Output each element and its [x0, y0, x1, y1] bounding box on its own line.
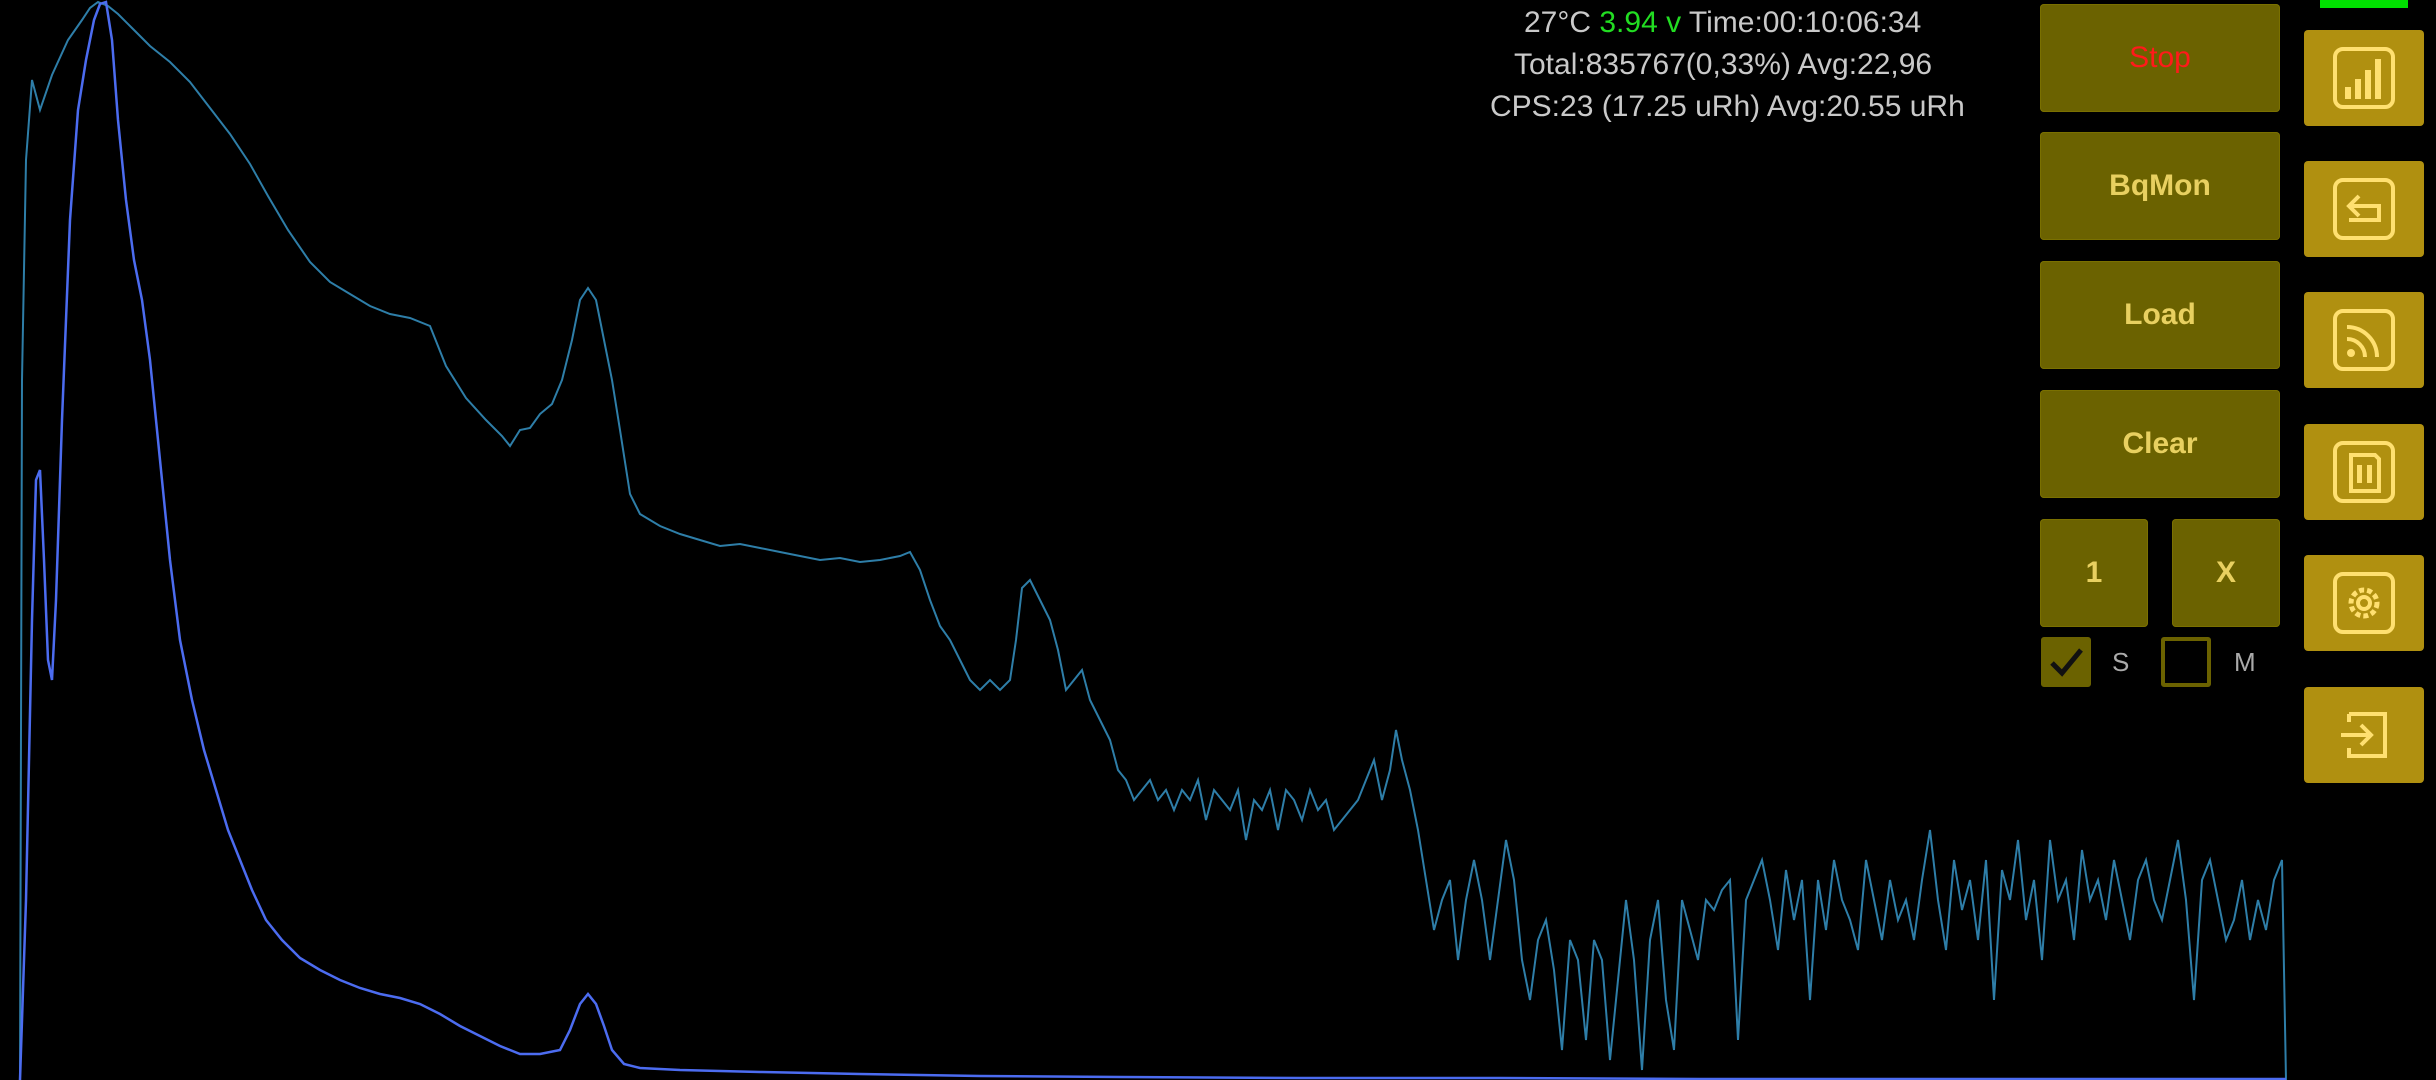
- signal-bars-icon: [2333, 47, 2395, 109]
- broadcast-button[interactable]: [2304, 292, 2424, 388]
- checkmark-icon: [2050, 648, 2083, 677]
- sd-card-button[interactable]: [2304, 424, 2424, 520]
- broadcast-icon: [2333, 309, 2395, 371]
- spectrum-plot[interactable]: [0, 0, 2290, 1080]
- settings-button[interactable]: [2304, 555, 2424, 651]
- stop-button[interactable]: Stop: [2040, 4, 2280, 112]
- voltage-readout: 3.94 v: [1599, 6, 1682, 39]
- sd-card-icon: [2333, 441, 2395, 503]
- back-button[interactable]: [2304, 161, 2424, 257]
- scale-one-button[interactable]: 1: [2040, 519, 2148, 627]
- login-icon: [2341, 712, 2387, 758]
- spectrum-log-line: [19, 0, 2287, 1080]
- cps-readout: CPS:23 (17.25 uRh) Avg:20.55 uRh: [1490, 90, 1965, 123]
- bqmon-button[interactable]: BqMon: [2040, 132, 2280, 240]
- m-checkbox[interactable]: [2161, 637, 2211, 687]
- m-checkbox-label: M: [2234, 647, 2256, 677]
- load-button[interactable]: Load: [2040, 261, 2280, 369]
- clear-button[interactable]: Clear: [2040, 390, 2280, 498]
- status-line-temperature-time: 27°C 3.94 v Time:00:10:06:34: [1524, 6, 1921, 40]
- gear-icon: [2333, 572, 2395, 634]
- s-checkbox-label: S: [2112, 647, 2130, 677]
- s-checkbox[interactable]: [2041, 637, 2091, 687]
- scale-x-button[interactable]: X: [2172, 519, 2280, 627]
- signal-button[interactable]: [2304, 30, 2424, 126]
- spectrum-linear-line: [18, 0, 2286, 1080]
- battery-indicator: [2320, 0, 2408, 8]
- back-arrow-icon: [2333, 178, 2395, 240]
- total-readout: Total:835767(0,33%) Avg:22,96: [1514, 48, 1933, 81]
- time-readout: Time:00:10:06:34: [1688, 6, 1922, 39]
- temperature-readout: 27°C: [1524, 6, 1592, 39]
- login-button[interactable]: [2304, 687, 2424, 783]
